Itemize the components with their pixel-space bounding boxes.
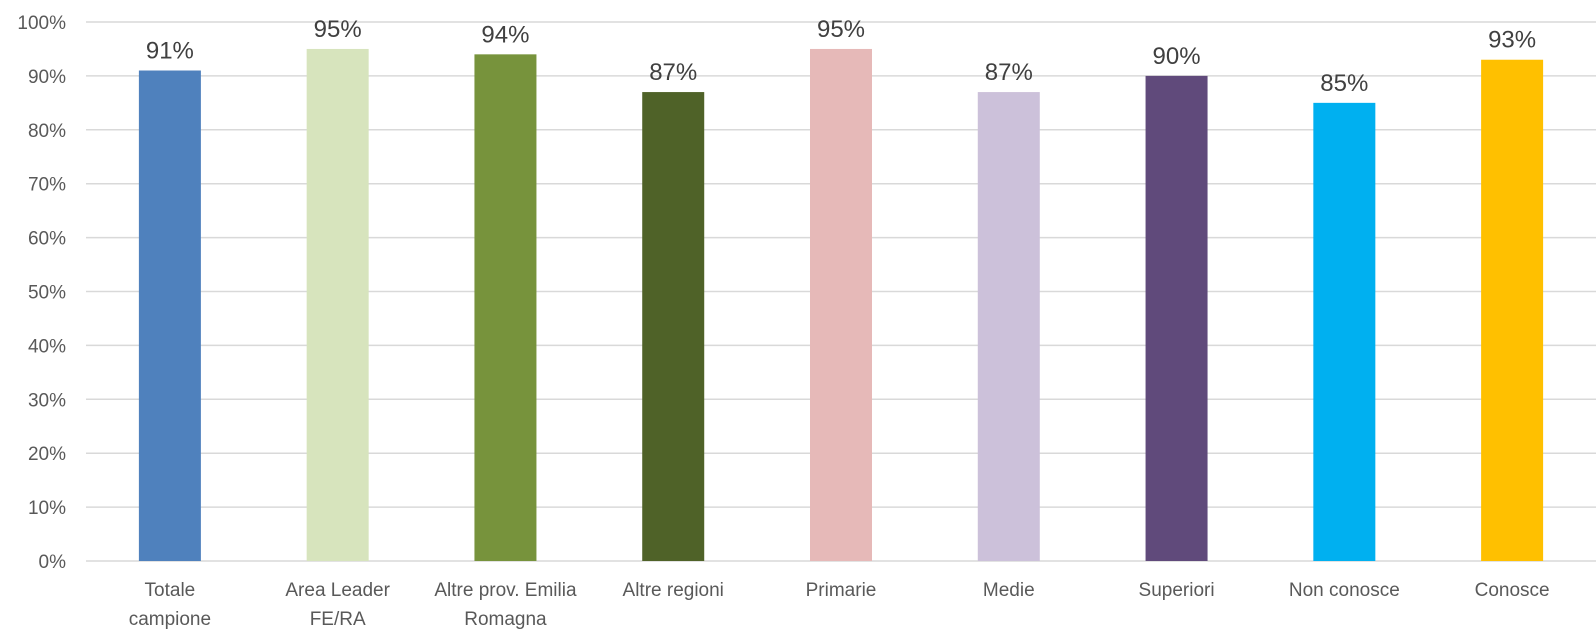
category-label: Totale campione [129, 580, 211, 630]
y-tick-label: 30% [28, 390, 66, 411]
data-label: 87% [985, 59, 1033, 86]
data-label: 90% [1153, 43, 1201, 70]
category-label-line: Primarie [806, 580, 877, 601]
data-label: 95% [817, 16, 865, 43]
bar [138, 70, 201, 561]
category-label-line: Conosce [1475, 580, 1550, 601]
category-label: Altre regioni [623, 580, 724, 601]
y-tick-label: 80% [28, 121, 66, 142]
category-label-line: campione [129, 609, 211, 630]
x-axis-category-labels: Totale campione Area Leader FE/RA Altre prov… [129, 580, 1550, 630]
bar [810, 48, 872, 561]
category-label-line: Altre regioni [623, 580, 724, 601]
category-label-line: Romagna [464, 609, 547, 630]
data-labels: 91% 95% 94% 87% 95% 87% 90% 85% 93% [146, 16, 1536, 97]
category-label: Area Leader FE/RA [285, 580, 390, 630]
bar [1313, 102, 1376, 561]
category-label: Altre prov. Emilia Romagna [434, 580, 577, 630]
bar [474, 54, 537, 562]
bar [1481, 59, 1544, 561]
bar [306, 48, 369, 561]
data-label: 95% [314, 16, 362, 43]
bar [642, 92, 705, 561]
bar [977, 92, 1040, 561]
category-label-line: Altre prov. Emilia [434, 580, 577, 601]
category-label: Primarie [806, 580, 877, 601]
category-label: Conosce [1475, 580, 1550, 601]
y-tick-label: 70% [28, 175, 66, 196]
category-label: Non conosce [1289, 580, 1400, 601]
y-tick-label: 50% [28, 283, 66, 304]
category-label: Superiori [1139, 580, 1215, 601]
category-label-line: Area Leader [285, 580, 390, 601]
y-tick-label: 40% [28, 336, 66, 357]
y-axis-tick-labels: 0% 10% 20% 30% 40% 50% 60% 70% 80% 90% 100% [17, 13, 66, 573]
category-label-line: FE/RA [310, 609, 366, 630]
category-label-line: Non conosce [1289, 580, 1400, 601]
y-tick-label: 20% [28, 444, 66, 465]
data-label: 87% [649, 59, 697, 86]
data-label: 93% [1488, 27, 1536, 54]
category-label-line: Totale [145, 580, 196, 601]
y-tick-label: 60% [28, 229, 66, 250]
data-label: 94% [481, 21, 529, 48]
category-label-line: Medie [983, 580, 1035, 601]
data-label: 85% [1320, 70, 1368, 97]
bars [138, 48, 1544, 562]
category-label-line: Superiori [1139, 580, 1215, 601]
y-tick-label: 0% [39, 552, 67, 573]
y-tick-label: 10% [28, 498, 66, 519]
data-label: 91% [146, 38, 194, 65]
bar [1145, 75, 1208, 562]
y-tick-label: 90% [28, 67, 66, 88]
y-tick-label: 100% [17, 13, 66, 34]
category-label: Medie [983, 580, 1035, 601]
